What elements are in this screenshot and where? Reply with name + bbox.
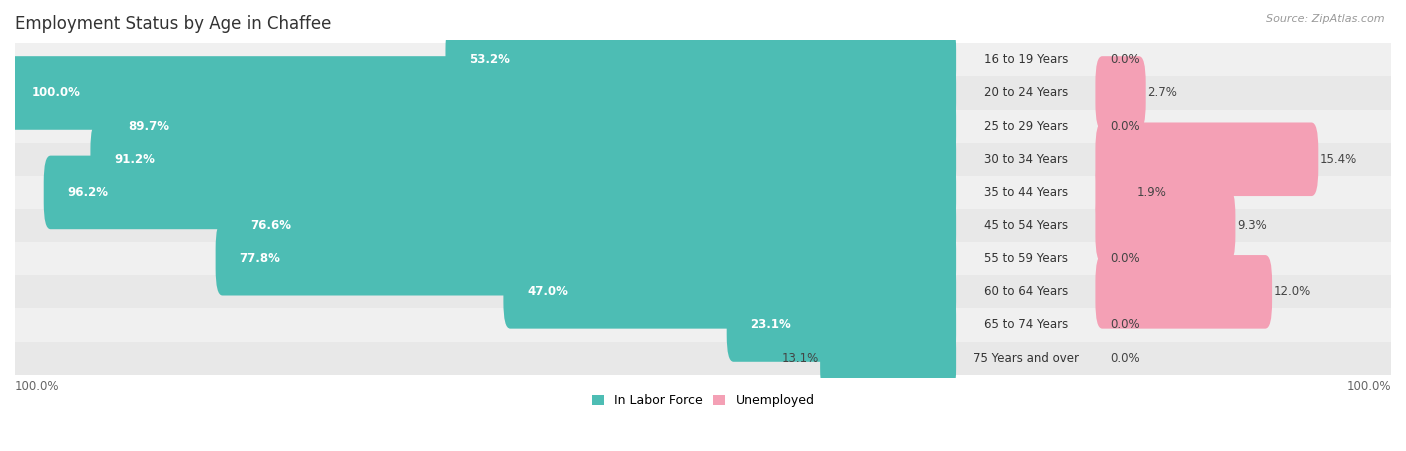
FancyBboxPatch shape	[1095, 255, 1272, 329]
Text: 23.1%: 23.1%	[751, 318, 792, 331]
Text: 96.2%: 96.2%	[67, 186, 108, 199]
Text: 75 Years and over: 75 Years and over	[973, 352, 1078, 365]
Text: 100.0%: 100.0%	[32, 87, 82, 100]
FancyBboxPatch shape	[15, 341, 1391, 375]
FancyBboxPatch shape	[8, 56, 956, 130]
Text: 9.3%: 9.3%	[1237, 219, 1267, 232]
FancyBboxPatch shape	[15, 143, 1391, 176]
Text: Source: ZipAtlas.com: Source: ZipAtlas.com	[1267, 14, 1385, 23]
FancyBboxPatch shape	[446, 23, 956, 97]
FancyBboxPatch shape	[727, 288, 956, 362]
Text: 47.0%: 47.0%	[527, 285, 568, 299]
FancyBboxPatch shape	[44, 156, 956, 229]
Text: 45 to 54 Years: 45 to 54 Years	[984, 219, 1067, 232]
Text: 35 to 44 Years: 35 to 44 Years	[984, 186, 1067, 199]
FancyBboxPatch shape	[15, 209, 1391, 242]
Text: 30 to 34 Years: 30 to 34 Years	[984, 153, 1067, 166]
Text: 89.7%: 89.7%	[128, 120, 169, 133]
Text: 15.4%: 15.4%	[1320, 153, 1357, 166]
Text: 20 to 24 Years: 20 to 24 Years	[984, 87, 1069, 100]
Text: 0.0%: 0.0%	[1111, 352, 1140, 365]
Text: 0.0%: 0.0%	[1111, 252, 1140, 265]
FancyBboxPatch shape	[15, 242, 1391, 275]
FancyBboxPatch shape	[104, 89, 956, 163]
Text: 65 to 74 Years: 65 to 74 Years	[984, 318, 1069, 331]
Text: 60 to 64 Years: 60 to 64 Years	[984, 285, 1069, 299]
Text: 100.0%: 100.0%	[1347, 380, 1391, 393]
Text: 1.9%: 1.9%	[1136, 186, 1167, 199]
Text: 77.8%: 77.8%	[239, 252, 280, 265]
FancyBboxPatch shape	[1095, 123, 1319, 196]
FancyBboxPatch shape	[1095, 189, 1236, 262]
Text: 0.0%: 0.0%	[1111, 53, 1140, 66]
FancyBboxPatch shape	[15, 275, 1391, 308]
Text: 76.6%: 76.6%	[250, 219, 291, 232]
Text: 100.0%: 100.0%	[15, 380, 59, 393]
FancyBboxPatch shape	[15, 76, 1391, 110]
Text: Employment Status by Age in Chaffee: Employment Status by Age in Chaffee	[15, 15, 332, 33]
FancyBboxPatch shape	[503, 255, 956, 329]
FancyBboxPatch shape	[15, 176, 1391, 209]
FancyBboxPatch shape	[215, 222, 956, 295]
FancyBboxPatch shape	[15, 308, 1391, 341]
FancyBboxPatch shape	[820, 322, 956, 395]
FancyBboxPatch shape	[90, 123, 956, 196]
FancyBboxPatch shape	[1095, 156, 1135, 229]
Text: 91.2%: 91.2%	[114, 153, 155, 166]
Text: 12.0%: 12.0%	[1274, 285, 1310, 299]
Text: 25 to 29 Years: 25 to 29 Years	[984, 120, 1069, 133]
Text: 0.0%: 0.0%	[1111, 120, 1140, 133]
Text: 2.7%: 2.7%	[1147, 87, 1177, 100]
Text: 53.2%: 53.2%	[470, 53, 510, 66]
Text: 13.1%: 13.1%	[782, 352, 818, 365]
FancyBboxPatch shape	[15, 43, 1391, 76]
FancyBboxPatch shape	[226, 189, 956, 262]
Text: 55 to 59 Years: 55 to 59 Years	[984, 252, 1067, 265]
Text: 0.0%: 0.0%	[1111, 318, 1140, 331]
Text: 16 to 19 Years: 16 to 19 Years	[984, 53, 1069, 66]
Legend: In Labor Force, Unemployed: In Labor Force, Unemployed	[586, 389, 820, 412]
FancyBboxPatch shape	[15, 110, 1391, 143]
FancyBboxPatch shape	[1095, 56, 1146, 130]
